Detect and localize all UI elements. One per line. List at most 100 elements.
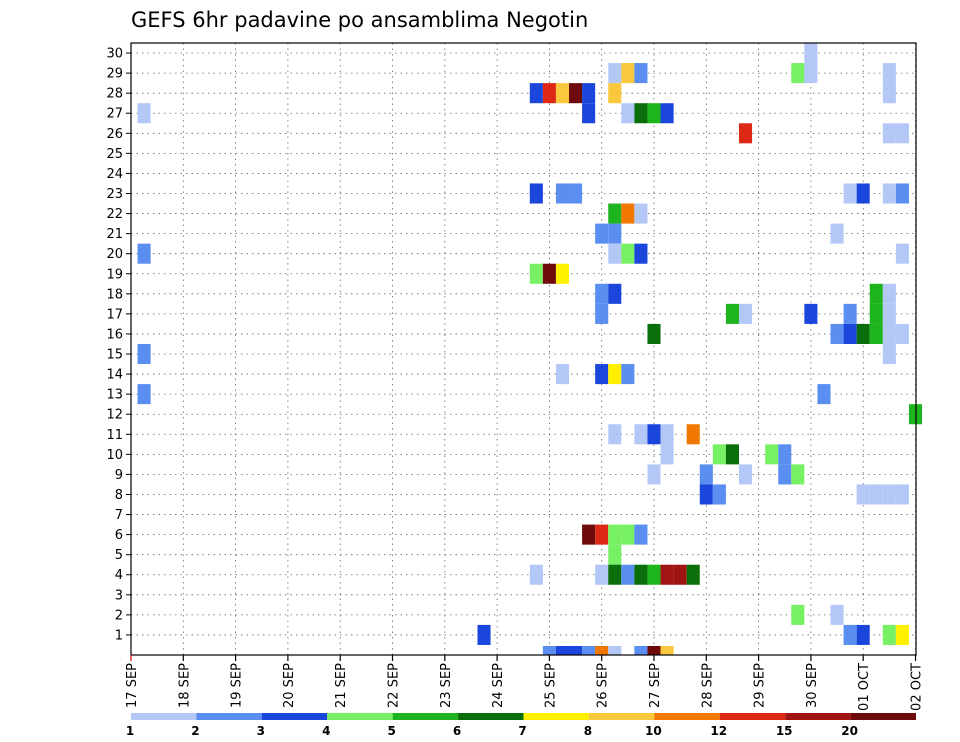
- data-cell: [791, 464, 805, 485]
- y-tick-label: 10: [106, 448, 123, 463]
- y-tick-label: 24: [106, 167, 123, 182]
- data-cell: [660, 424, 674, 445]
- y-tick-label: 1: [115, 628, 123, 643]
- data-cell: [660, 103, 674, 124]
- data-cell: [882, 323, 896, 344]
- legend-swatch: [327, 713, 393, 720]
- data-cell: [895, 484, 909, 505]
- y-tick-label: 14: [106, 368, 123, 383]
- strip-cell: [634, 646, 648, 655]
- x-tick-label: 26 SEP: [596, 663, 611, 708]
- data-cell: [882, 343, 896, 365]
- y-tick-label: 29: [106, 67, 123, 82]
- strip-cell: [660, 646, 674, 655]
- data-cell: [621, 103, 635, 124]
- data-cell: [621, 203, 635, 224]
- strip-cell: [569, 646, 583, 655]
- data-cell: [608, 83, 622, 104]
- y-tick-label: 26: [106, 127, 123, 142]
- legend-label: 5: [387, 724, 395, 738]
- x-tick-label: 27 SEP: [648, 663, 663, 708]
- data-cell: [895, 123, 909, 144]
- data-cell: [699, 484, 713, 505]
- y-tick-label: 6: [115, 528, 123, 543]
- data-cell: [778, 464, 792, 485]
- data-cell: [634, 103, 648, 124]
- y-tick-label: 13: [106, 388, 123, 403]
- data-cell: [595, 564, 609, 585]
- data-cell: [608, 223, 622, 244]
- y-tick-label: 17: [106, 307, 123, 322]
- y-tick-label: 28: [106, 87, 123, 102]
- data-cell: [882, 303, 896, 324]
- y-tick-label: 19: [106, 267, 123, 282]
- data-cell: [137, 343, 151, 365]
- data-cell: [843, 624, 857, 645]
- y-tick-label: 12: [106, 408, 123, 423]
- x-tick-label: 29 SEP: [753, 663, 768, 708]
- x-tick-label: 24 SEP: [491, 663, 506, 708]
- data-cell: [555, 364, 570, 385]
- data-cell: [778, 444, 792, 465]
- data-cell: [869, 283, 883, 304]
- data-cell: [555, 263, 570, 284]
- strip-cell: [582, 646, 596, 655]
- strip-cell: [555, 646, 570, 655]
- data-cell: [529, 564, 543, 585]
- x-tick-label: 17 SEP: [125, 663, 140, 708]
- data-cell: [895, 323, 909, 344]
- y-tick-label: 22: [106, 207, 123, 222]
- data-cell: [895, 183, 909, 204]
- data-cell: [608, 364, 622, 385]
- data-cell: [882, 624, 896, 645]
- y-tick-label: 3: [115, 588, 123, 603]
- data-cell: [647, 424, 661, 445]
- legend-swatch: [785, 713, 851, 720]
- data-cell: [882, 484, 896, 505]
- legend-label: 6: [453, 724, 461, 738]
- strip-cell: [608, 646, 622, 655]
- y-tick-label: 23: [106, 187, 123, 202]
- legend-label: 8: [584, 724, 592, 738]
- strip-cell: [647, 646, 661, 655]
- data-cell: [882, 183, 896, 204]
- y-tick-label: 25: [106, 147, 123, 162]
- strip-cell: [595, 646, 609, 655]
- data-cell: [582, 83, 596, 104]
- data-cell: [555, 183, 570, 204]
- data-cell: [686, 424, 700, 445]
- data-cell: [621, 243, 635, 264]
- data-cell: [895, 624, 909, 645]
- data-cell: [856, 323, 870, 344]
- data-cell: [843, 183, 857, 204]
- data-cell: [660, 444, 674, 465]
- data-cell: [804, 43, 818, 64]
- x-tick-label: 01 OCT: [857, 663, 872, 711]
- legend-swatch: [588, 713, 655, 720]
- data-cell: [647, 564, 661, 585]
- y-tick-label: 8: [115, 488, 123, 503]
- data-cell: [634, 524, 648, 545]
- data-cell: [137, 103, 151, 124]
- chart-title: GEFS 6hr padavine po ansamblima Negotin: [131, 8, 588, 32]
- data-cell: [608, 524, 622, 545]
- legend-label: 4: [322, 724, 330, 738]
- data-cell: [660, 564, 674, 585]
- data-cell: [804, 303, 818, 324]
- y-tick-label: 15: [106, 348, 123, 363]
- data-cell: [869, 484, 883, 505]
- y-tick-label: 11: [106, 428, 123, 443]
- grid-lines: [130, 43, 916, 655]
- data-cell: [712, 444, 726, 465]
- data-cell: [738, 303, 753, 324]
- data-cell: [634, 564, 648, 585]
- data-cell: [856, 624, 870, 645]
- data-cell: [621, 524, 635, 545]
- legend-swatch: [196, 713, 262, 720]
- legend-swatch: [523, 713, 589, 720]
- x-tick-label: 19 SEP: [230, 663, 245, 708]
- legend-swatch: [654, 713, 720, 720]
- y-tick-label: 21: [106, 227, 123, 242]
- x-tick-label: 18 SEP: [177, 663, 192, 708]
